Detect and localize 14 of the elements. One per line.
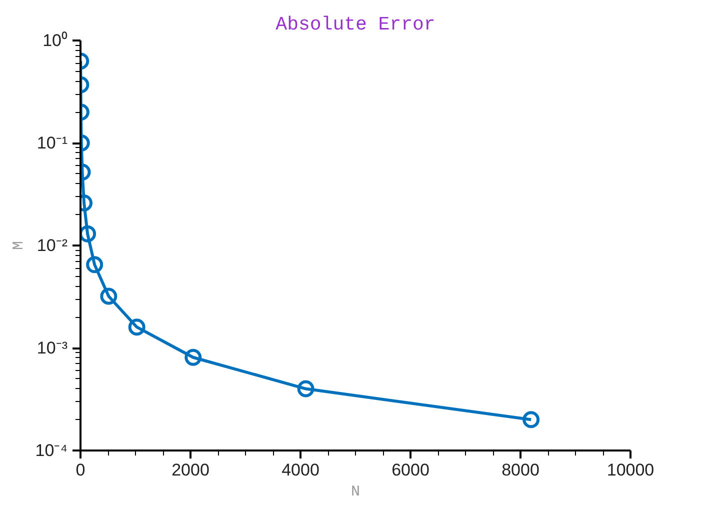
y-axis-title: M xyxy=(10,240,28,250)
y-tick-label: 10⁰ xyxy=(42,31,68,50)
x-tick-label: 2000 xyxy=(172,460,210,480)
x-axis-title: N xyxy=(351,484,360,500)
y-tick-label: 10⁻⁴ xyxy=(35,441,68,460)
y-tick-label: 10⁻² xyxy=(36,236,68,255)
x-tick-label: 0 xyxy=(76,460,86,480)
chart-title: Absolute Error xyxy=(276,14,436,36)
y-tick-label: 10⁻³ xyxy=(36,338,68,358)
x-tick-label: 8000 xyxy=(502,460,540,480)
x-tick-label: 10000 xyxy=(606,460,654,480)
y-tick-label: 10⁻¹ xyxy=(36,134,68,152)
x-tick-label: 4000 xyxy=(282,460,320,480)
x-tick-label: 6000 xyxy=(392,460,430,480)
